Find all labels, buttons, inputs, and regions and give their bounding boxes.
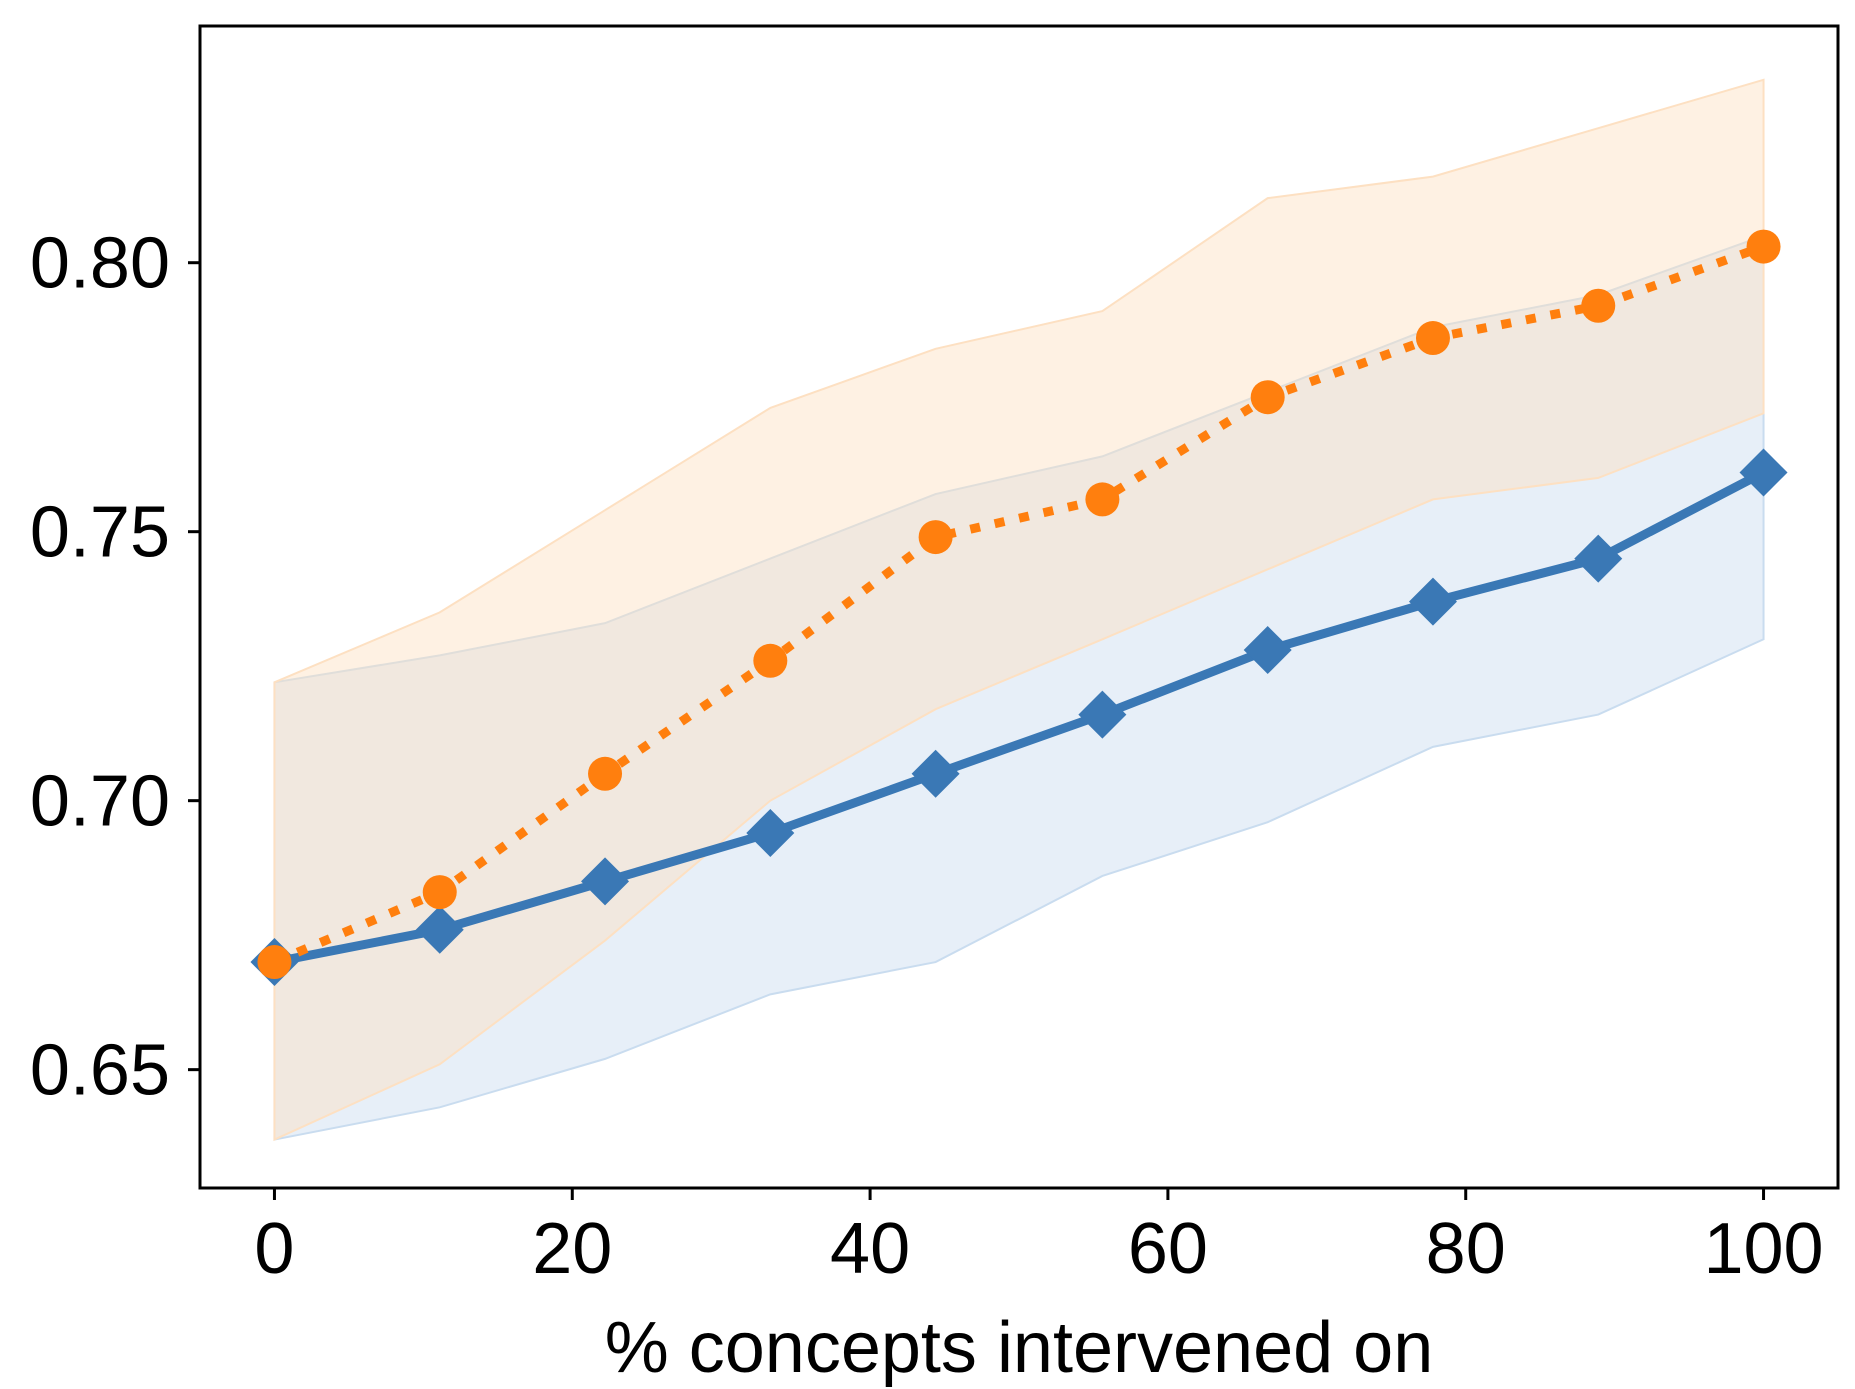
series-blue-point xyxy=(1078,690,1127,739)
series-markers xyxy=(250,229,1788,987)
series-orange-point xyxy=(422,875,457,910)
series-orange-point xyxy=(257,945,292,980)
series-blue-point xyxy=(911,749,960,798)
y-tick-label: 0.70 xyxy=(30,762,170,842)
x-tick-label: 0 xyxy=(254,1209,294,1289)
y-tick-label: 0.75 xyxy=(30,493,170,573)
series-orange-point xyxy=(918,520,953,555)
x-tick-label: 20 xyxy=(532,1209,612,1289)
x-axis-ticks: 0 20 40 60 80 100 xyxy=(254,1188,1824,1289)
series-orange-point xyxy=(1085,482,1120,517)
y-axis-ticks: 0.65 0.70 0.75 0.80 xyxy=(30,224,200,1111)
y-tick-label: 0.80 xyxy=(30,224,170,304)
series-orange-point xyxy=(1746,229,1781,264)
series-orange-point xyxy=(1250,380,1285,415)
series-blue-point xyxy=(1739,448,1788,497)
y-tick-label: 0.65 xyxy=(30,1031,170,1111)
confidence-bands xyxy=(273,78,1765,1142)
x-tick-label: 80 xyxy=(1426,1209,1506,1289)
series-orange-point xyxy=(753,643,788,678)
series-blue-point xyxy=(581,857,630,906)
x-tick-label: 100 xyxy=(1703,1209,1823,1289)
series-orange-point xyxy=(588,756,623,791)
series-blue-point xyxy=(1574,534,1623,583)
series-orange-point xyxy=(1581,288,1616,323)
plot-frame xyxy=(198,24,1840,1190)
series-blue-point xyxy=(1408,577,1457,626)
series-blue-point xyxy=(746,808,795,857)
series-blue-point xyxy=(1243,626,1292,675)
x-axis-title: % concepts intervened on xyxy=(605,1308,1434,1388)
series-orange-point xyxy=(1415,321,1450,356)
series-blue-point xyxy=(415,905,464,954)
series-orange-band xyxy=(273,78,1765,1142)
series-lines xyxy=(272,242,1766,967)
series-blue-band xyxy=(273,234,1765,1141)
x-tick-label: 60 xyxy=(1128,1209,1208,1289)
x-tick-label: 40 xyxy=(830,1209,910,1289)
series-orange-line xyxy=(272,242,1766,967)
series-blue-line xyxy=(273,468,1766,967)
